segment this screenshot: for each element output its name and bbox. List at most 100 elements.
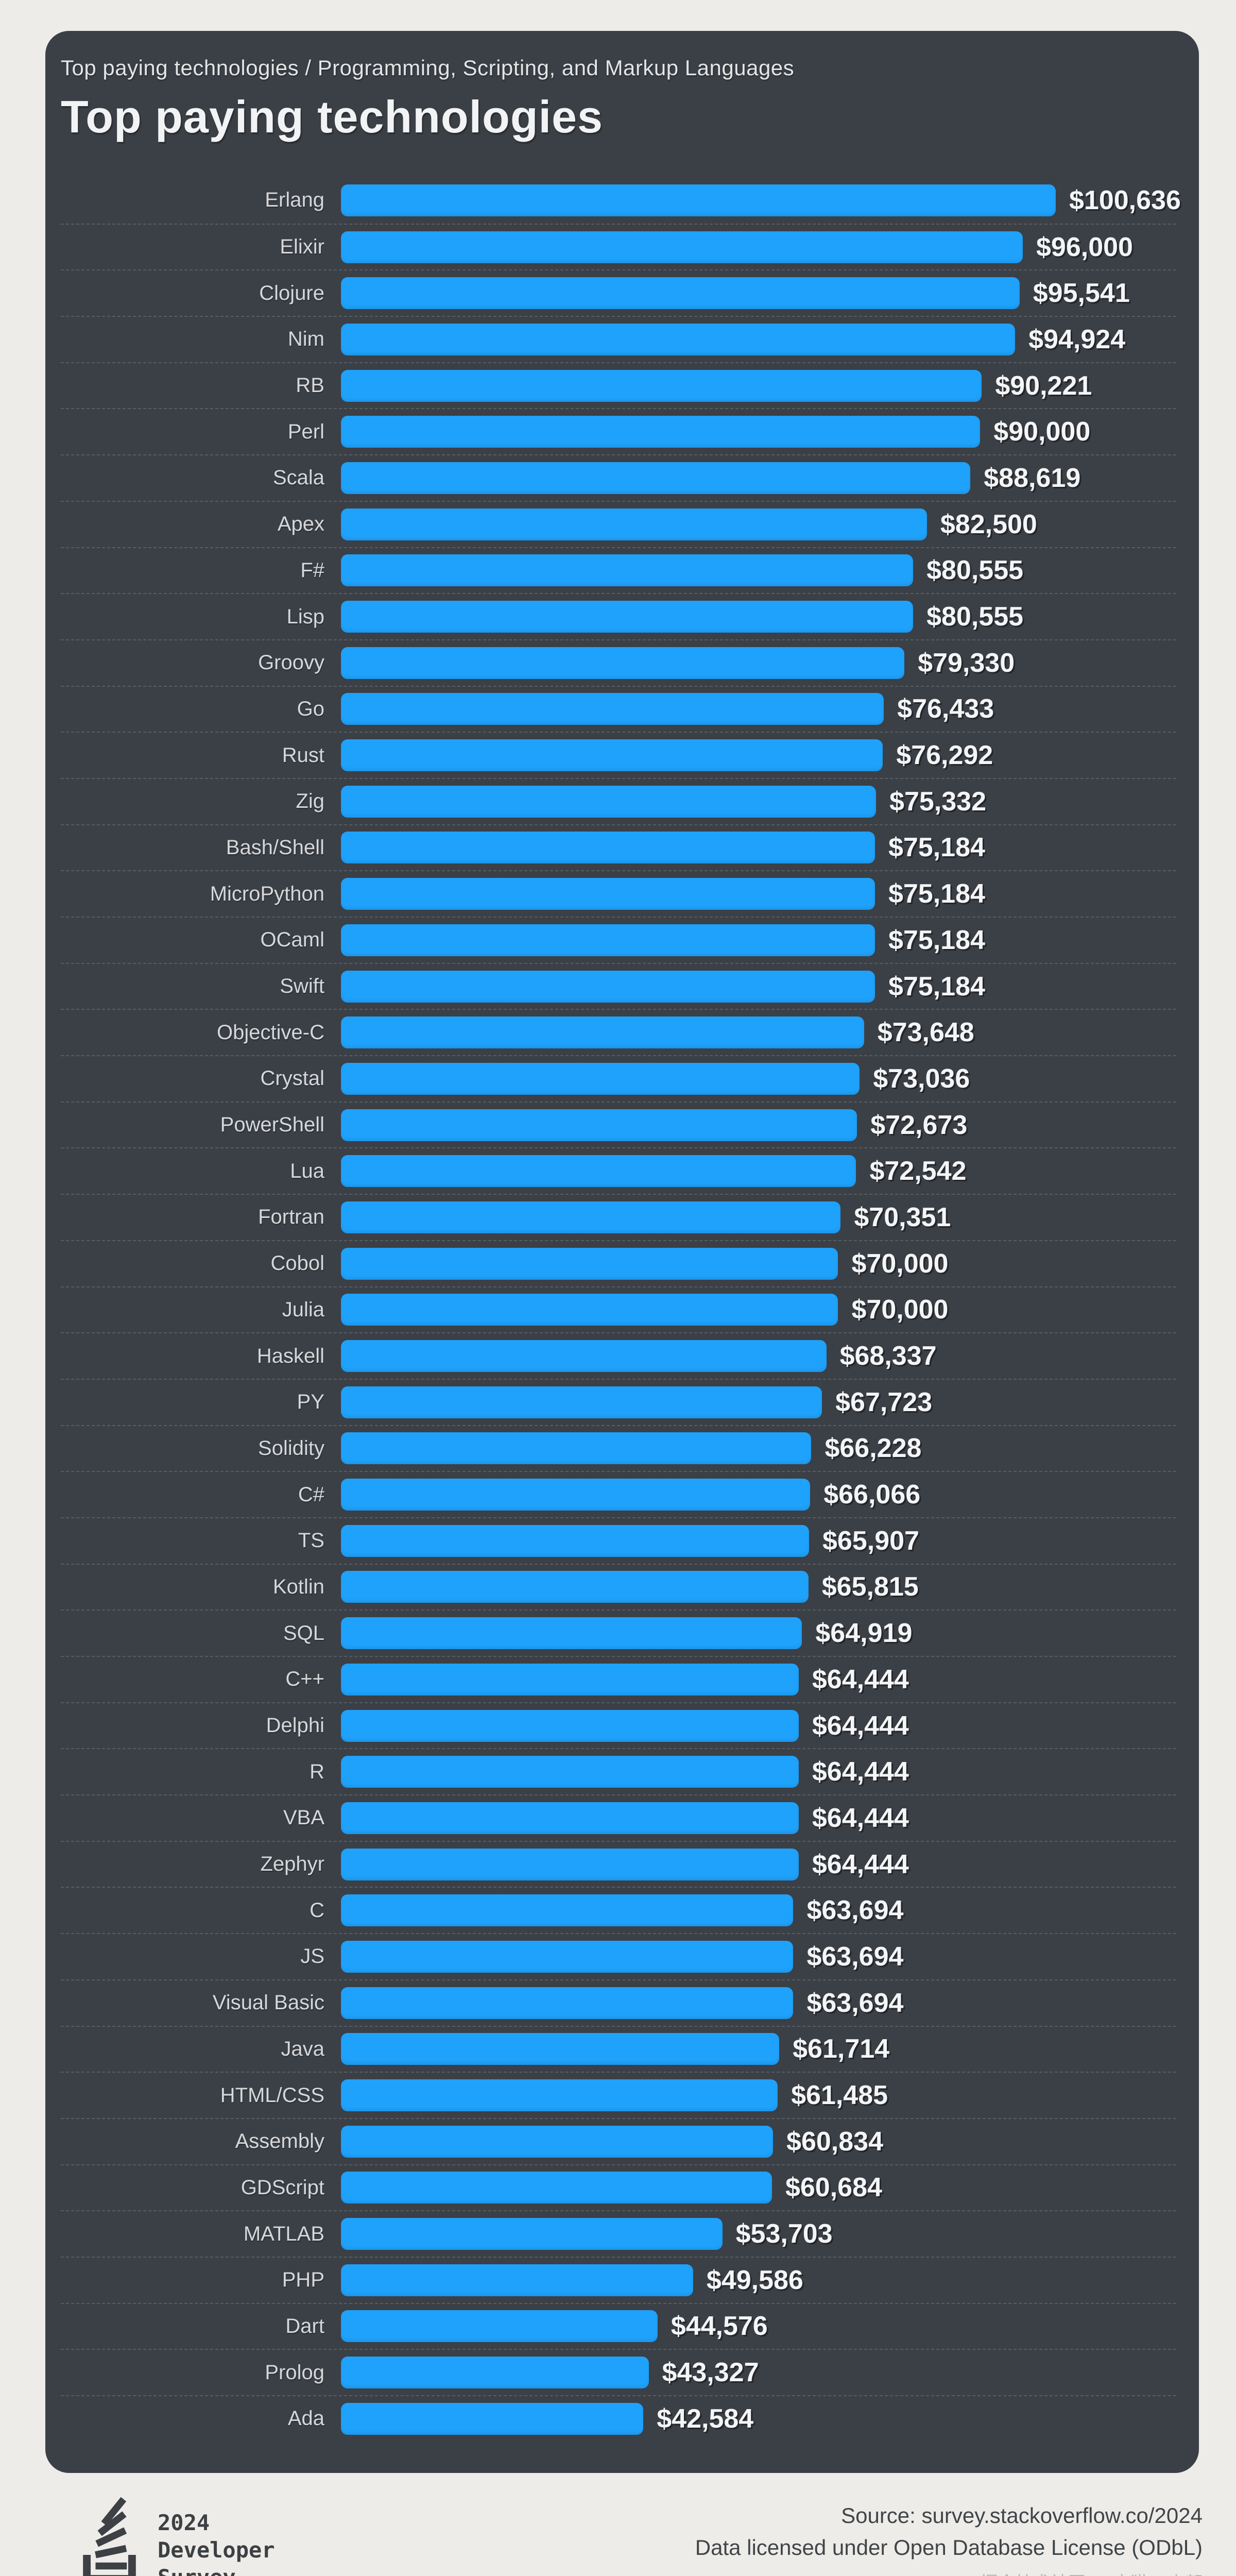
salary-bar: $64,444 bbox=[341, 1709, 909, 1742]
salary-bar: $88,619 bbox=[341, 462, 1080, 494]
salary-bar: $64,444 bbox=[341, 1848, 909, 1880]
salary-bar: $76,433 bbox=[341, 693, 994, 725]
salary-bar: $70,000 bbox=[341, 1247, 948, 1280]
chart-row: GDScript $60,684 bbox=[61, 2164, 1176, 2211]
salary-bar: $82,500 bbox=[341, 508, 1037, 540]
bar-category-label: VBA bbox=[283, 1806, 324, 1829]
chart-row: R $64,444 bbox=[61, 1748, 1176, 1794]
chart-row: Lua $72,542 bbox=[61, 1147, 1176, 1194]
salary-bar: $42,584 bbox=[341, 2402, 753, 2435]
chart-row: C++ $64,444 bbox=[61, 1656, 1176, 1702]
chart-row: Erlang $100,636 bbox=[61, 177, 1181, 224]
bar-value-label: $73,648 bbox=[877, 1018, 974, 1048]
chart-row: Visual Basic $63,694 bbox=[61, 1979, 1176, 2026]
bar-value-label: $95,541 bbox=[1033, 278, 1130, 309]
bar-track: $63,694 bbox=[341, 1987, 1056, 2019]
bar-track: $65,907 bbox=[341, 1524, 1056, 1557]
bar-track: $72,673 bbox=[341, 1109, 1056, 1141]
page-title: Top paying technologies bbox=[61, 91, 603, 142]
bar-value-label: $64,444 bbox=[812, 1803, 909, 1833]
salary-bar: $73,648 bbox=[341, 1016, 974, 1049]
chart-row: C $63,694 bbox=[61, 1887, 1176, 1933]
bar-value-label: $94,924 bbox=[1028, 324, 1126, 354]
bar-category-label: Lua bbox=[290, 1159, 324, 1182]
bar-value-label: $66,228 bbox=[825, 1433, 922, 1464]
bar-track: $49,586 bbox=[341, 2264, 1056, 2296]
bar-track: $96,000 bbox=[341, 231, 1133, 263]
bar-track: $70,351 bbox=[341, 1201, 1056, 1233]
bar-track: $95,541 bbox=[341, 277, 1130, 310]
bar-track: $75,184 bbox=[341, 924, 1056, 956]
survey-word-survey: Survey bbox=[158, 2564, 275, 2576]
chart-row: Crystal $73,036 bbox=[61, 1055, 1176, 1101]
salary-bar: $75,184 bbox=[341, 924, 985, 956]
bar-track: $65,815 bbox=[341, 1571, 1056, 1603]
salary-bar: $49,586 bbox=[341, 2264, 803, 2296]
chart-row: Ada $42,584 bbox=[61, 2395, 1176, 2442]
salary-bar: $68,337 bbox=[341, 1340, 937, 1372]
chart-row: C# $66,066 bbox=[61, 1471, 1176, 1517]
salary-bar: $100,636 bbox=[341, 184, 1181, 216]
bar-track: $64,444 bbox=[341, 1663, 1056, 1696]
bar-category-label: PowerShell bbox=[220, 1113, 324, 1137]
chart-row: Elixir $96,000 bbox=[61, 223, 1176, 270]
bar-value-label: $75,184 bbox=[888, 879, 985, 909]
bar-category-label: Crystal bbox=[260, 1067, 324, 1090]
chart-row: Zephyr $64,444 bbox=[61, 1840, 1176, 1887]
stackoverflow-logo-icon bbox=[83, 2497, 136, 2576]
bar-category-label: HTML/CSS bbox=[220, 2083, 324, 2107]
chart-row: Apex $82,500 bbox=[61, 500, 1176, 547]
bar-value-label: $49,586 bbox=[706, 2265, 803, 2295]
chart-row: SQL $64,919 bbox=[61, 1609, 1176, 1656]
bar-category-label: Fortran bbox=[258, 1206, 324, 1229]
license-text: Data licensed under Open Database Licens… bbox=[695, 2535, 1203, 2560]
bar-value-label: $64,444 bbox=[812, 1710, 909, 1741]
bar-category-label: JS bbox=[300, 1945, 324, 1968]
chart-row: Java $61,714 bbox=[61, 2025, 1176, 2072]
chart-card: Top paying technologies / Programming, S… bbox=[45, 31, 1199, 2473]
bar-value-label: $70,351 bbox=[854, 1202, 951, 1232]
bar-track: $90,000 bbox=[341, 416, 1090, 448]
salary-bar: $65,907 bbox=[341, 1524, 919, 1557]
chart-row: Haskell $68,337 bbox=[61, 1332, 1176, 1379]
chart-row: TS $65,907 bbox=[61, 1517, 1176, 1564]
bar-value-label: $64,444 bbox=[812, 1664, 909, 1694]
bar-category-label: Clojure bbox=[259, 281, 324, 304]
bar-value-label: $75,184 bbox=[888, 925, 985, 955]
breadcrumb: Top paying technologies / Programming, S… bbox=[61, 56, 795, 80]
bar-track: $80,555 bbox=[341, 554, 1056, 587]
chart-row: Bash/Shell $75,184 bbox=[61, 824, 1176, 871]
bar-value-label: $72,542 bbox=[869, 1156, 967, 1187]
salary-bar: $72,673 bbox=[341, 1109, 967, 1141]
bar-value-label: $82,500 bbox=[940, 509, 1037, 539]
chart-row: F# $80,555 bbox=[61, 547, 1176, 594]
bar-track: $44,576 bbox=[341, 2310, 1056, 2343]
salary-bar: $67,723 bbox=[341, 1386, 932, 1418]
bar-category-label: R bbox=[310, 1760, 324, 1783]
salary-bar: $43,327 bbox=[341, 2357, 759, 2389]
salary-bar: $96,000 bbox=[341, 231, 1133, 263]
bar-category-label: Zephyr bbox=[260, 1853, 325, 1876]
bar-category-label: GDScript bbox=[241, 2176, 324, 2199]
chart-row: VBA $64,444 bbox=[61, 1794, 1176, 1841]
chart-row: Solidity $66,228 bbox=[61, 1425, 1176, 1471]
bar-track: $70,000 bbox=[341, 1294, 1056, 1326]
bar-track: $63,694 bbox=[341, 1894, 1056, 1927]
bar-value-label: $88,619 bbox=[984, 463, 1081, 493]
bar-category-label: Erlang bbox=[265, 189, 324, 212]
salary-bar: $44,576 bbox=[341, 2310, 768, 2343]
bar-value-label: $65,815 bbox=[821, 1572, 919, 1602]
bar-track: $73,036 bbox=[341, 1062, 1056, 1095]
bar-track: $64,444 bbox=[341, 1756, 1056, 1788]
salary-bar: $66,228 bbox=[341, 1432, 921, 1465]
salary-bar: $70,351 bbox=[341, 1201, 951, 1233]
bar-category-label: Nim bbox=[287, 328, 324, 351]
salary-bar: $73,036 bbox=[341, 1062, 970, 1095]
bar-category-label: TS bbox=[298, 1529, 324, 1552]
bar-value-label: $73,036 bbox=[873, 1063, 970, 1094]
bar-category-label: Java bbox=[281, 2037, 325, 2060]
bar-category-label: Groovy bbox=[258, 651, 324, 674]
salary-bar: $75,184 bbox=[341, 878, 985, 910]
bar-track: $66,066 bbox=[341, 1479, 1056, 1511]
